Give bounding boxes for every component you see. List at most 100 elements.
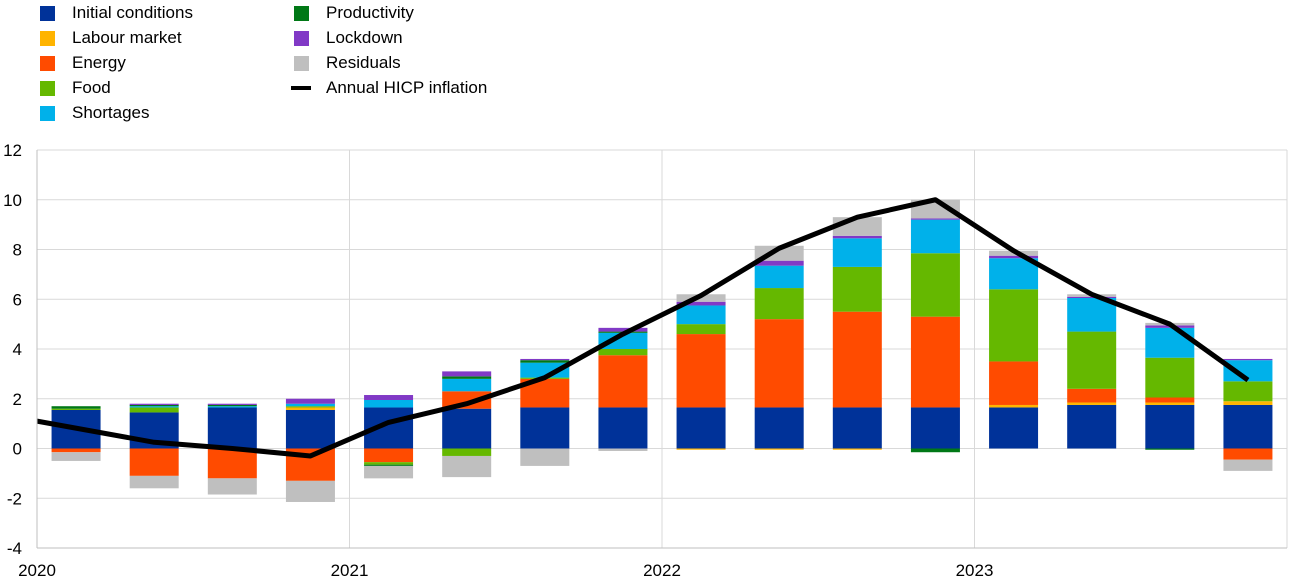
line-layer [36,197,1250,459]
y-tick-label: -4 [7,539,22,558]
bar-segment-food [832,266,882,312]
bar-segment-initial-conditions [832,407,882,449]
bar-segment-productivity [520,360,570,363]
bar-segment-lockdown [207,403,257,405]
bar-segment-lockdown [442,371,492,377]
bar-segment-food [285,406,335,408]
legend-label: Shortages [72,103,150,122]
y-tick-label: 2 [13,390,22,409]
bar-segment-labour-market [1223,401,1273,405]
legend-swatch [294,55,309,71]
bar-segment-food [1145,357,1195,398]
bar-segment-food [442,448,492,456]
legend-swatch [291,86,311,90]
bar-segment-productivity [364,464,414,466]
bar-segment-residuals [442,455,492,478]
bar-segment-shortages [598,332,648,349]
bar-segment-initial-conditions [207,407,257,449]
bar-segment-energy [676,334,726,408]
y-tick-label: 12 [3,141,22,160]
bar-segment-energy [598,355,648,408]
bar-segment-productivity [910,448,960,453]
bar-segment-shortages [989,258,1039,290]
bar-segment-food [364,462,414,465]
y-tick-label: 10 [3,191,22,210]
bar-segment-labour-market [285,407,335,410]
legend-item: Residuals [254,52,401,74]
bar-layer [51,199,1273,502]
legend: Initial conditions Labour market Energy Foo… [0,0,700,128]
bar-segment-shortages [442,378,492,392]
bar-segment-energy [1223,448,1273,460]
bar-segment-shortages [1067,298,1117,332]
bar-segment-productivity [51,406,101,409]
bar-segment-energy [1067,388,1117,403]
legend-item: Initial conditions [0,2,193,24]
bar-segment-shortages [207,406,257,408]
bar-segment-lockdown [910,218,960,220]
legend-label: Initial conditions [72,3,193,22]
bar-segment-shortages [910,219,960,254]
bar-segment-energy [207,448,257,479]
bar-segment-food [910,253,960,317]
bar-segment-lockdown [754,260,804,266]
bar-segment-productivity [1145,448,1195,450]
legend-label: Energy [72,53,126,72]
hicp-inflation-line [36,197,1250,459]
bar-segment-lockdown [1067,296,1117,299]
bar-segment-shortages [520,362,570,378]
legend-item: Energy [0,52,126,74]
bar-segment-lockdown [129,403,179,405]
legend-label: Labour market [72,28,182,47]
x-tick-label: 2021 [331,561,369,580]
bar-segment-food [754,288,804,320]
axis-layer: -4 -2 0 2 4 6 8 10 12 2020 2021 2022 2023 [3,141,1287,580]
legend-item: Productivity [254,2,414,24]
bar-segment-initial-conditions [910,407,960,449]
bar-segment-residuals [1223,459,1273,471]
bar-segment-shortages [364,399,414,408]
legend-swatch [40,55,55,71]
legend-label: Food [72,78,111,97]
bar-segment-energy [989,361,1039,405]
bar-segment-energy [364,448,414,463]
bar-segment-energy [1145,397,1195,403]
bar-segment-energy [910,316,960,408]
bar-segment-residuals [129,475,179,489]
y-tick-label: 6 [13,290,22,309]
y-tick-label: 4 [13,340,22,359]
bar-segment-initial-conditions [442,408,492,449]
bar-segment-shortages [832,238,882,267]
x-tick-label: 2020 [18,561,56,580]
bar-segment-labour-market [989,404,1039,408]
bar-segment-lockdown [520,358,570,361]
legend-label: Annual HICP inflation [326,78,488,97]
legend-label: Productivity [326,3,414,22]
bar-segment-lockdown [989,255,1039,259]
bar-segment-labour-market [754,448,804,450]
bar-segment-lockdown [598,327,648,332]
legend-swatch [40,30,55,46]
bar-segment-initial-conditions [520,407,570,449]
bar-segment-lockdown [285,398,335,404]
bar-segment-initial-conditions [1223,404,1273,449]
legend-swatch [294,30,309,46]
bar-segment-residuals [285,480,335,502]
bar-segment-energy [754,319,804,408]
bar-segment-initial-conditions [989,407,1039,449]
bar-segment-initial-conditions [1145,404,1195,449]
bar-segment-productivity [442,376,492,379]
y-tick-label: 8 [13,241,22,260]
bar-segment-shortages [1223,360,1273,382]
bar-segment-initial-conditions [598,407,648,449]
legend-label: Residuals [326,53,401,72]
legend-item: Labour market [0,27,182,49]
legend-label: Lockdown [326,28,403,47]
bar-segment-lockdown [676,301,726,306]
bar-segment-residuals [51,452,101,461]
legend-item: Food [0,77,111,99]
bar-segment-lockdown [1223,358,1273,361]
bar-segment-energy [51,448,101,453]
y-tick-label: 0 [13,440,22,459]
